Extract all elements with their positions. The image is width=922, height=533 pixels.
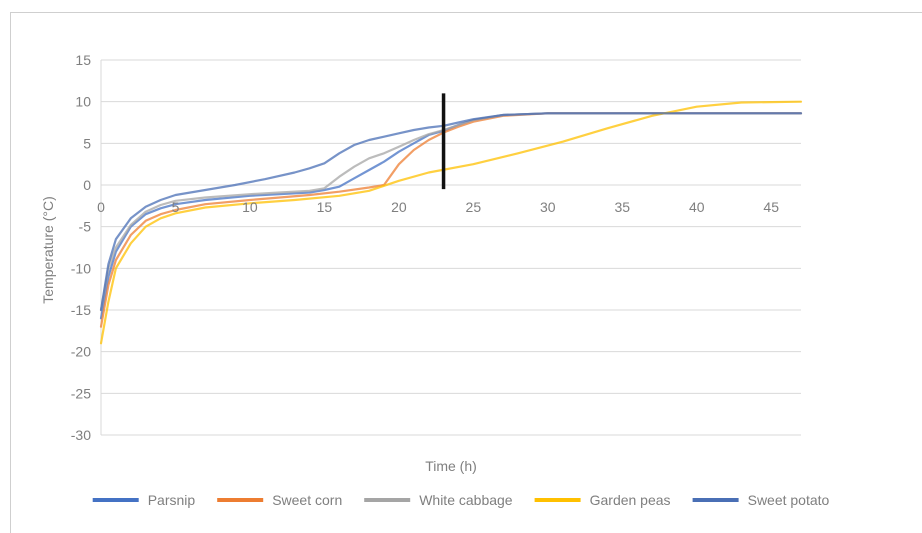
x-tick-label: 20 (391, 199, 407, 215)
x-tick-label: 0 (97, 199, 105, 215)
y-tick-label: 15 (75, 52, 91, 68)
y-tick-label: -10 (71, 260, 91, 276)
x-tick-label: 40 (689, 199, 705, 215)
y-tick-label: 10 (75, 94, 91, 110)
series-line (99, 112, 803, 320)
legend-item: Sweet corn (217, 492, 342, 508)
x-tick-label: 25 (466, 199, 482, 215)
y-tick-label: 5 (83, 135, 91, 151)
x-tick-label: 35 (614, 199, 630, 215)
legend-item: Garden peas (534, 492, 671, 508)
x-tick-label: 5 (172, 199, 180, 215)
legend-label: White cabbage (419, 492, 513, 508)
legend-label: Parsnip (148, 492, 196, 508)
y-tick-label: -15 (71, 302, 91, 318)
legend-label: Sweet potato (748, 492, 830, 508)
y-tick-label: -20 (71, 344, 91, 360)
series-line (99, 112, 803, 312)
legend-item: Sweet potato (692, 492, 830, 508)
x-tick-label: 45 (763, 199, 779, 215)
gridlines (100, 59, 801, 436)
y-axis-ticks: 15 10 5 0 -5 -10 -15 -20 -25 -30 (71, 52, 91, 443)
y-tick-label: -5 (79, 219, 92, 235)
series-lines (99, 100, 803, 345)
y-tick-label: 0 (83, 177, 91, 193)
x-tick-label: 30 (540, 199, 556, 215)
legend-item: Parsnip (92, 492, 196, 508)
series-line (99, 100, 803, 345)
x-axis-ticks: 0 5 10 15 20 25 30 35 40 45 (97, 199, 779, 215)
y-axis-title: Temperature (°C) (40, 196, 56, 304)
series-line (99, 112, 803, 328)
y-tick-label: -30 (71, 427, 91, 443)
y-tick-label: -25 (71, 385, 91, 401)
x-tick-label: 10 (242, 199, 258, 215)
legend-label: Sweet corn (272, 492, 342, 508)
legend-item: White cabbage (364, 492, 513, 508)
x-axis-title: Time (h) (425, 458, 477, 474)
legend-label: Garden peas (590, 492, 671, 508)
x-tick-label: 15 (317, 199, 333, 215)
chart-frame (10, 12, 922, 533)
legend: Parsnip Sweet corn White cabbage Garden pea… (92, 492, 830, 508)
